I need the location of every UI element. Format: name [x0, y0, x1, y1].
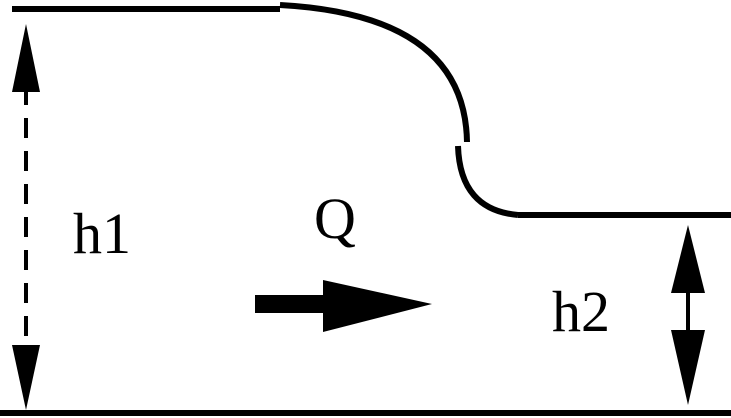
flow-rate-label: Q: [314, 186, 356, 251]
transition-lower-curve: [455, 145, 519, 218]
downstream-depth-arrowhead-top: [671, 225, 705, 293]
flow-direction-arrowhead: [323, 280, 432, 332]
flow-direction-arrow: [255, 280, 432, 332]
upstream-depth-arrow: [12, 24, 40, 410]
downstream-depth-label: h2: [552, 279, 610, 344]
upstream-depth-arrowhead-top: [12, 24, 40, 92]
upstream-depth-label: h1: [73, 201, 131, 266]
transition-upper-curve: [279, 2, 470, 143]
downstream-depth-arrow: [671, 225, 705, 405]
downstream-depth-arrowhead-bottom: [671, 330, 705, 405]
upstream-depth-arrowhead-bottom: [12, 345, 40, 410]
